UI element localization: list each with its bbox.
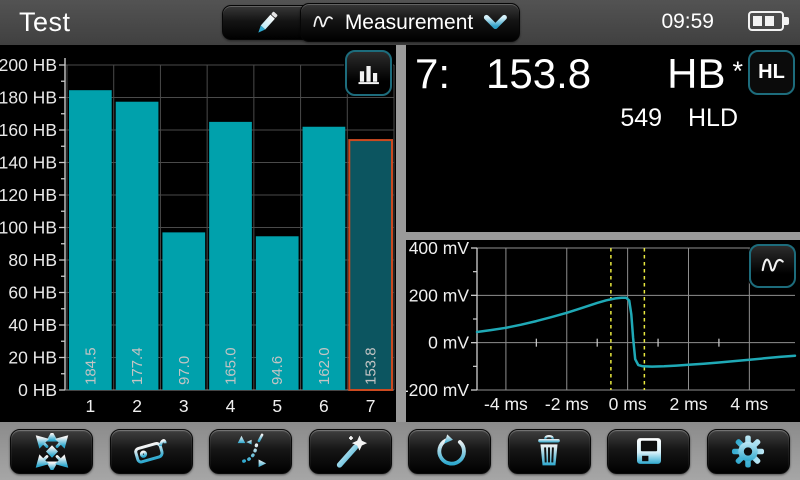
svg-text:4: 4 xyxy=(226,396,236,416)
top-bar: Test Measurement xyxy=(0,0,800,45)
panel-divider-vertical xyxy=(396,45,406,422)
svg-text:0 ms: 0 ms xyxy=(609,394,647,414)
bar-chart-icon xyxy=(358,66,379,85)
reset-button[interactable] xyxy=(408,428,492,474)
magic-wand-icon xyxy=(337,435,368,468)
svg-text:5: 5 xyxy=(272,396,282,416)
conversion-flag: * xyxy=(732,56,743,86)
svg-text:2 ms: 2 ms xyxy=(670,394,708,414)
reset-icon xyxy=(437,433,466,465)
battery-cell xyxy=(765,16,774,26)
svg-text:-200 mV: -200 mV xyxy=(406,380,469,400)
svg-text:94.6: 94.6 xyxy=(269,356,286,385)
svg-text:3: 3 xyxy=(179,396,189,416)
svg-text:97.0: 97.0 xyxy=(176,356,193,385)
battery-icon xyxy=(748,11,789,31)
clock: 09:59 xyxy=(661,10,714,33)
scale-select-button[interactable]: HL xyxy=(748,50,795,95)
spread-button[interactable] xyxy=(10,428,93,474)
svg-text:140 HB: 140 HB xyxy=(0,153,57,173)
reading-unit: HB xyxy=(667,50,726,97)
secondary-unit: HLD xyxy=(687,104,738,132)
reading-value: 153.8 xyxy=(486,50,592,97)
hardness-bar-chart[interactable]: 0 HB 20 HB 40 HB 60 HB 80 HB 100 HB 120 HB 140 … xyxy=(0,45,396,422)
svg-text:2: 2 xyxy=(132,396,142,416)
chevron-down-icon xyxy=(484,14,508,29)
svg-text:153.8: 153.8 xyxy=(363,347,380,385)
secondary-value: 549 xyxy=(620,104,663,132)
svg-text:-4 ms: -4 ms xyxy=(484,394,528,414)
conversion-curve-icon xyxy=(237,433,266,468)
spread-arrows-icon xyxy=(35,432,68,470)
reading-index: 7: xyxy=(415,50,451,97)
settings-button[interactable] xyxy=(706,428,790,474)
battery-cell xyxy=(753,16,762,26)
gear-icon xyxy=(732,434,765,468)
svg-text:4 ms: 4 ms xyxy=(730,394,768,414)
save-icon xyxy=(636,438,661,464)
svg-text:100 HB: 100 HB xyxy=(0,218,57,238)
pencil-icon xyxy=(257,11,277,33)
svg-text:162.0: 162.0 xyxy=(316,347,333,385)
svg-text:1: 1 xyxy=(85,396,95,416)
chart-view-button[interactable] xyxy=(345,50,392,96)
svg-text:120 HB: 120 HB xyxy=(0,185,57,205)
svg-text:400 mV: 400 mV xyxy=(409,240,470,258)
svg-text:180 HB: 180 HB xyxy=(0,88,57,108)
panel-divider-horizontal xyxy=(406,232,800,240)
svg-text:160 HB: 160 HB xyxy=(0,120,57,140)
svg-text:177.4: 177.4 xyxy=(129,347,146,385)
view-mode-dropdown[interactable]: Measurement xyxy=(300,3,520,42)
svg-text:-2 ms: -2 ms xyxy=(545,394,589,414)
svg-text:200 HB: 200 HB xyxy=(0,55,57,75)
svg-text:184.5: 184.5 xyxy=(82,347,99,385)
svg-text:0 mV: 0 mV xyxy=(428,333,469,353)
bottom-toolbar xyxy=(0,422,800,480)
dropdown-label: Measurement xyxy=(344,10,474,34)
svg-text:80 HB: 80 HB xyxy=(8,250,57,270)
svg-text:40 HB: 40 HB xyxy=(8,315,57,335)
primary-reading-row: 7: 153.8 HB * HL xyxy=(406,45,800,98)
svg-text:0 HB: 0 HB xyxy=(18,380,57,400)
svg-text:200 mV: 200 mV xyxy=(409,285,470,305)
delete-button[interactable] xyxy=(507,428,591,474)
svg-text:7: 7 xyxy=(366,396,376,416)
svg-text:60 HB: 60 HB xyxy=(8,283,57,303)
signal-view-button[interactable] xyxy=(749,244,796,288)
conversion-button[interactable] xyxy=(209,428,293,474)
save-button[interactable] xyxy=(607,428,691,474)
impact-signal-chart[interactable]: 400 mV 200 mV 0 mV -200 mV -4 ms -2 ms 0 ms 2 m… xyxy=(406,240,800,422)
tag-icon xyxy=(134,439,167,464)
page-title: Test xyxy=(19,7,71,37)
svg-text:20 HB: 20 HB xyxy=(8,348,57,368)
secondary-reading-row: 549 HLD xyxy=(406,104,800,133)
trash-icon xyxy=(538,435,561,466)
svg-text:6: 6 xyxy=(319,396,329,416)
measurement-value-panel: 7: 153.8 HB * HL 549 HLD xyxy=(406,45,800,232)
waveform-icon xyxy=(761,258,784,272)
bar-chart-panel: 0 HB 20 HB 40 HB 60 HB 80 HB 100 HB 120 HB 140 … xyxy=(0,45,396,422)
waveform-icon xyxy=(313,15,333,28)
tag-button[interactable] xyxy=(109,428,193,474)
edit-button[interactable] xyxy=(222,5,311,40)
wand-button[interactable] xyxy=(308,428,392,474)
signal-panel: 400 mV 200 mV 0 mV -200 mV -4 ms -2 ms 0 ms 2 m… xyxy=(406,240,800,422)
svg-text:165.0: 165.0 xyxy=(223,347,240,385)
